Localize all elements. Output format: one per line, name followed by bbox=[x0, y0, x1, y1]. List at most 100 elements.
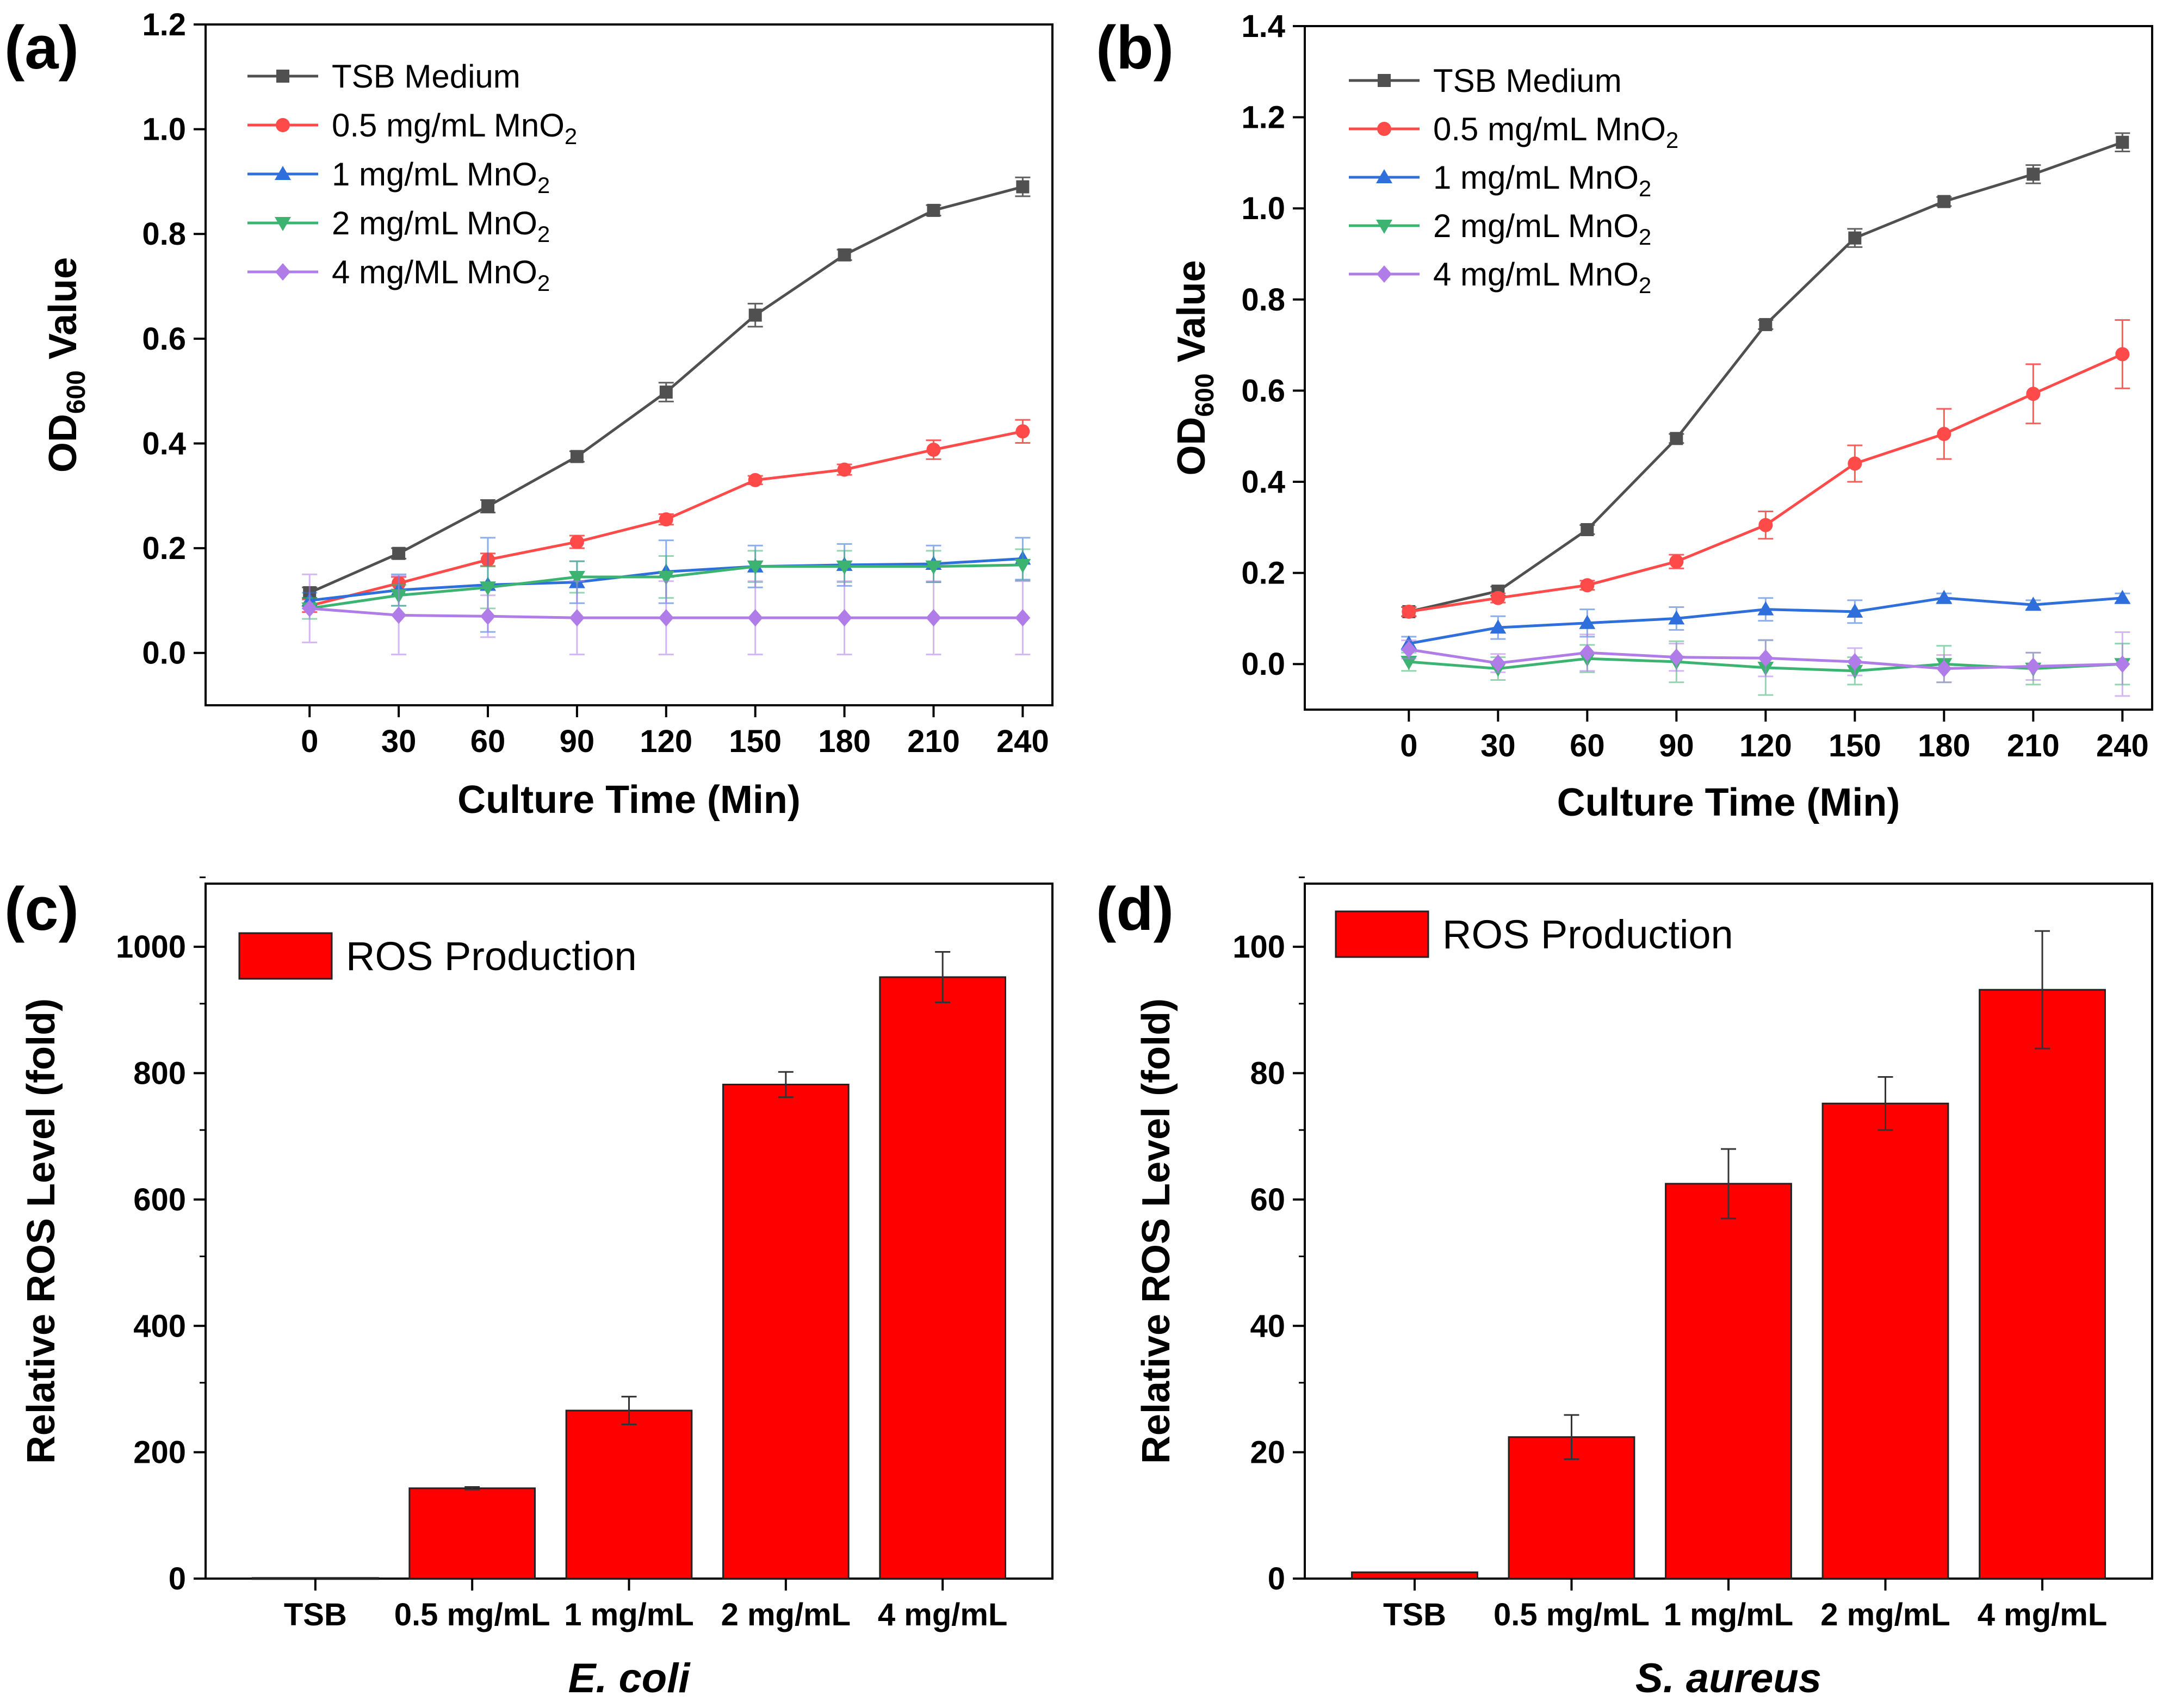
y-tick-label: 1.0 bbox=[1241, 191, 1285, 226]
x-tick-label: 4 mg/mL bbox=[1978, 1597, 2108, 1632]
bar bbox=[565, 1409, 693, 1580]
data-point bbox=[1015, 609, 1031, 627]
data-point bbox=[1670, 432, 1683, 445]
legend-label-main: 0.5 mg/mL MnO bbox=[332, 107, 565, 144]
data-point bbox=[1579, 614, 1596, 629]
x-tick-label: 150 bbox=[729, 724, 782, 759]
legend-marker bbox=[276, 118, 290, 132]
data-point bbox=[569, 609, 585, 627]
legend-marker bbox=[275, 166, 291, 180]
legend-marker bbox=[275, 217, 291, 231]
x-tick-label: 120 bbox=[640, 724, 692, 759]
legend-label: 4 mg/mL MnO2 bbox=[1433, 256, 1651, 298]
x-tick-label: 180 bbox=[818, 724, 871, 759]
legend-entry: 2 mg/mL MnO2 bbox=[1349, 208, 1651, 250]
x-tick-label: 0.5 mg/mL bbox=[1494, 1597, 1650, 1632]
y-axis-title: Relative ROS Level (fold) bbox=[20, 998, 63, 1464]
x-tick-label: 60 bbox=[470, 724, 506, 759]
x-tick-label: 90 bbox=[1659, 728, 1694, 763]
legend-label: TSB Medium bbox=[332, 58, 520, 95]
data-point bbox=[926, 443, 941, 457]
legend-label-sub: 2 bbox=[537, 221, 550, 247]
x-tick-label: 60 bbox=[1570, 728, 1605, 763]
x-tick-label: TSB bbox=[1383, 1597, 1446, 1632]
legend-label-main: 0.5 mg/mL MnO bbox=[1433, 111, 1666, 147]
panel-label-c: (c) bbox=[4, 875, 79, 943]
x-tick-label: 2 mg/mL bbox=[1820, 1597, 1950, 1632]
series-4 bbox=[302, 573, 1031, 656]
x-axis-title: Culture Time (Min) bbox=[1557, 781, 1900, 824]
legend-marker bbox=[1378, 74, 1391, 87]
error-bar bbox=[464, 1486, 480, 1490]
x-tick-label: 210 bbox=[2007, 728, 2060, 763]
data-point bbox=[480, 581, 496, 596]
y-tick-label: 0.8 bbox=[142, 216, 186, 252]
legend-entry: 2 mg/mL MnO2 bbox=[247, 205, 550, 247]
y-tick-label: 200 bbox=[133, 1435, 186, 1470]
data-point bbox=[1936, 660, 1952, 678]
series-4 bbox=[1401, 631, 2130, 697]
error-bar bbox=[935, 951, 951, 1003]
data-point bbox=[2027, 167, 2040, 181]
data-point bbox=[568, 571, 585, 586]
data-point bbox=[481, 500, 494, 513]
data-point bbox=[748, 308, 762, 322]
x-tick-label: 210 bbox=[907, 724, 960, 759]
bar-chart-d: 0 20 40 60 80 100 TSB 0.5 mg/mL 1 mg/mL 2 mg/mL 4 … bbox=[1135, 876, 2153, 1701]
data-point bbox=[569, 535, 584, 549]
data-point bbox=[1491, 591, 1505, 605]
x-tick-label: 240 bbox=[996, 724, 1049, 759]
data-point bbox=[1014, 558, 1031, 573]
bar bbox=[1351, 1571, 1478, 1580]
bar-chart-c: 0 200 400 600 800 1000 TSB 0.5 mg/mL 1 mg/mL 2 mg… bbox=[20, 876, 1054, 1701]
legend-label: 4 mg/ML MnO2 bbox=[332, 254, 550, 296]
x-tick-label: 0 bbox=[301, 724, 318, 759]
y-tick-label: 0.0 bbox=[142, 636, 186, 671]
y-tick-label: 0 bbox=[1268, 1561, 1285, 1597]
y-tick-label: 800 bbox=[133, 1056, 186, 1091]
y-tick-label: 0.4 bbox=[142, 426, 186, 461]
legend-label-main: 1 mg/mL MnO bbox=[1433, 159, 1639, 196]
data-point bbox=[1668, 610, 1685, 625]
y-axis-title-tail: Value bbox=[1170, 260, 1213, 373]
legend-label: 0.5 mg/mL MnO2 bbox=[1433, 111, 1678, 153]
data-point bbox=[1490, 619, 1507, 634]
data-point bbox=[1846, 603, 1863, 618]
panel-label-b: (b) bbox=[1096, 14, 1174, 82]
data-point bbox=[748, 473, 763, 487]
x-axis-title: Culture Time (Min) bbox=[457, 778, 801, 822]
data-point bbox=[658, 571, 674, 586]
y-tick-label: 600 bbox=[133, 1182, 186, 1218]
data-point bbox=[1758, 649, 1774, 667]
data-point bbox=[1016, 180, 1030, 194]
data-point bbox=[1758, 518, 1773, 532]
y-axis-title-sub: 600 bbox=[1191, 374, 1219, 417]
y-axis-title: Relative ROS Level (fold) bbox=[1135, 998, 1178, 1464]
legend-entry: 4 mg/ML MnO2 bbox=[247, 254, 550, 296]
x-axis-title: S. aureus bbox=[1635, 1655, 1821, 1701]
y-axis-title-main: OD bbox=[1170, 417, 1213, 476]
data-point bbox=[658, 609, 674, 627]
legend-label: 2 mg/mL MnO2 bbox=[332, 205, 550, 247]
y-axis-title-sub: 600 bbox=[62, 370, 91, 414]
y-tick-label: 80 bbox=[1250, 1056, 1285, 1091]
data-point bbox=[1757, 601, 1774, 616]
data-point bbox=[747, 560, 764, 575]
x-tick-label: TSB bbox=[284, 1597, 347, 1632]
data-point bbox=[2116, 135, 2129, 149]
legend-label: 0.5 mg/mL MnO2 bbox=[332, 107, 577, 149]
y-tick-label: 1.2 bbox=[1241, 100, 1285, 135]
x-tick-label: 0 bbox=[1400, 728, 1417, 763]
data-point bbox=[1580, 578, 1595, 593]
legend-swatch bbox=[1335, 910, 1429, 958]
series-1 bbox=[302, 419, 1031, 613]
legend-entry: 0.5 mg/mL MnO2 bbox=[247, 107, 577, 149]
bar bbox=[722, 1083, 850, 1580]
data-point bbox=[838, 248, 851, 262]
data-point bbox=[836, 560, 853, 575]
x-tick-label: 4 mg/mL bbox=[878, 1597, 1008, 1632]
data-point bbox=[2114, 589, 2131, 604]
legend-label-main: 2 mg/mL MnO bbox=[332, 205, 537, 241]
data-point bbox=[391, 606, 407, 624]
